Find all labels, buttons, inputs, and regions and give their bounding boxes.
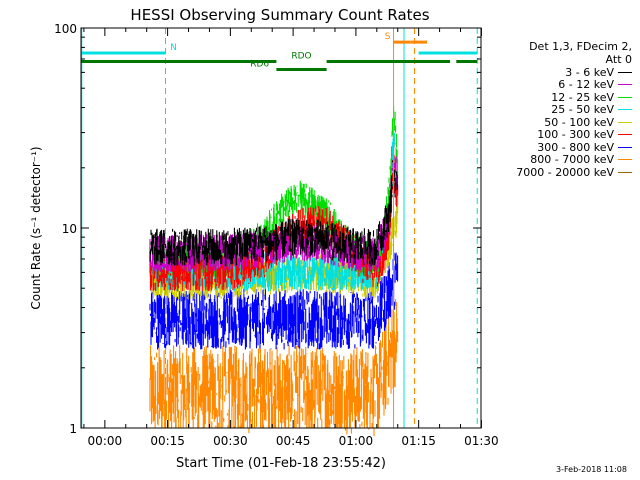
legend-entry: 6 - 12 keV <box>486 78 632 92</box>
legend-entry-label: 6 - 12 keV <box>558 78 614 92</box>
series-800to7000keV-keV <box>149 299 399 437</box>
legend-entry-label: 25 - 50 keV <box>551 103 614 117</box>
y-tick-label-100: 100 <box>54 22 77 36</box>
x-tick-label-0115: 01:15 <box>401 434 436 448</box>
series-3to6keV-keV <box>149 157 399 267</box>
legend-entry-label: 100 - 300 keV <box>537 128 614 142</box>
legend: Det 1,3, FDecim 2, Att 0 3 - 6 keV 6 - 12… <box>486 40 632 179</box>
legend-entry: 300 - 800 keV <box>486 141 632 154</box>
legend-entry: 7000 - 20000 keV <box>486 166 632 179</box>
y-axis-label: Count Rate (s⁻¹ detector⁻¹) <box>29 146 43 309</box>
legend-header-line-2: Att 0 <box>605 53 632 66</box>
x-tick-label-0130: 01:30 <box>464 434 499 448</box>
legend-entry-swatch <box>618 109 632 111</box>
legend-entry-swatch <box>618 134 632 136</box>
legend-entries: 3 - 6 keV 6 - 12 keV 12 - 25 keV 25 - 50 ke… <box>486 66 632 179</box>
legend-entry: 100 - 300 keV <box>486 128 632 142</box>
legend-entry: 50 - 100 keV <box>486 116 632 129</box>
x-tick-label-0045: 00:45 <box>276 434 311 448</box>
x-axis-label: Start Time (01-Feb-18 23:55:42) <box>176 456 386 471</box>
legend-entry: 25 - 50 keV <box>486 103 632 117</box>
legend-entry-swatch <box>618 171 632 173</box>
legend-entry-swatch <box>618 96 632 98</box>
legend-entry: 3 - 6 keV <box>486 66 632 79</box>
legend-entry-swatch <box>618 121 632 123</box>
x-tick-label-0000: 00:00 <box>88 434 123 448</box>
y-tick-label-1: 1 <box>69 422 77 436</box>
legend-entry-swatch <box>618 84 632 86</box>
timestamp: 3-Feb-2018 11:08 <box>556 465 627 474</box>
legend-entry-label: 50 - 100 keV <box>544 115 614 129</box>
legend-entry-swatch <box>618 146 632 148</box>
state-label-rd6: RD6 <box>250 60 269 70</box>
state-label-rdo: RDO <box>291 51 311 61</box>
legend-entry-label: 3 - 6 keV <box>565 65 614 79</box>
legend-entry-label: 800 - 7000 keV <box>530 153 614 167</box>
legend-entry: 12 - 25 keV <box>486 91 632 104</box>
legend-entry: 800 - 7000 keV <box>486 153 632 167</box>
legend-entry-label: 12 - 25 keV <box>551 90 614 104</box>
legend-entry-label: 300 - 800 keV <box>537 140 614 154</box>
state-label-s: S <box>385 32 391 42</box>
legend-entry-swatch <box>618 159 632 161</box>
x-tick-label-0015: 00:15 <box>150 434 185 448</box>
legend-entry-label: 7000 - 20000 keV <box>516 165 614 179</box>
legend-header-line-1: Det 1,3, FDecim 2, <box>529 40 632 53</box>
x-tick-label-0030: 00:30 <box>213 434 248 448</box>
chart-title: HESSI Observing Summary Count Rates <box>130 6 429 24</box>
plot-area: N S RDO RD6 00:00 00:15 00:30 00:45 01:00 01:15 01… <box>54 22 499 448</box>
state-label-n: N <box>170 43 177 53</box>
y-tick-label-10: 10 <box>62 222 77 236</box>
x-tick-label-0100: 01:00 <box>339 434 374 448</box>
legend-entry-swatch <box>618 71 632 73</box>
